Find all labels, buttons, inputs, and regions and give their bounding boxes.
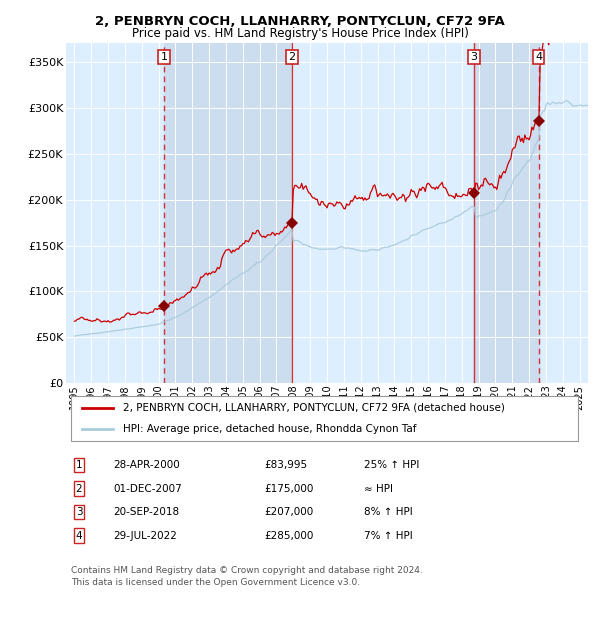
Text: 3: 3 <box>470 52 478 62</box>
Text: £175,000: £175,000 <box>265 484 314 494</box>
Text: £285,000: £285,000 <box>265 531 314 541</box>
Text: £207,000: £207,000 <box>265 507 314 517</box>
Text: 28-APR-2000: 28-APR-2000 <box>113 460 180 470</box>
Text: 7% ↑ HPI: 7% ↑ HPI <box>364 531 412 541</box>
Text: £83,995: £83,995 <box>265 460 307 470</box>
Text: 01-DEC-2007: 01-DEC-2007 <box>113 484 182 494</box>
FancyBboxPatch shape <box>71 396 578 441</box>
Text: 4: 4 <box>76 531 82 541</box>
Text: 4: 4 <box>535 52 542 62</box>
Text: HPI: Average price, detached house, Rhondda Cynon Taf: HPI: Average price, detached house, Rhon… <box>124 425 417 435</box>
Text: 2: 2 <box>289 52 296 62</box>
Bar <box>474 43 539 383</box>
Text: Contains HM Land Registry data © Crown copyright and database right 2024.
This d: Contains HM Land Registry data © Crown c… <box>71 566 423 587</box>
Text: 1: 1 <box>76 460 82 470</box>
Text: 2: 2 <box>76 484 82 494</box>
Text: 29-JUL-2022: 29-JUL-2022 <box>113 531 177 541</box>
Text: 8% ↑ HPI: 8% ↑ HPI <box>364 507 412 517</box>
Text: 25% ↑ HPI: 25% ↑ HPI <box>364 460 419 470</box>
Text: Price paid vs. HM Land Registry's House Price Index (HPI): Price paid vs. HM Land Registry's House … <box>131 27 469 40</box>
Text: ≈ HPI: ≈ HPI <box>364 484 392 494</box>
Bar <box>164 43 292 383</box>
Text: 2, PENBRYN COCH, LLANHARRY, PONTYCLUN, CF72 9FA (detached house): 2, PENBRYN COCH, LLANHARRY, PONTYCLUN, C… <box>124 403 505 413</box>
Text: 2, PENBRYN COCH, LLANHARRY, PONTYCLUN, CF72 9FA: 2, PENBRYN COCH, LLANHARRY, PONTYCLUN, C… <box>95 15 505 28</box>
Text: 3: 3 <box>76 507 82 517</box>
Text: 1: 1 <box>161 52 167 62</box>
Text: 20-SEP-2018: 20-SEP-2018 <box>113 507 179 517</box>
